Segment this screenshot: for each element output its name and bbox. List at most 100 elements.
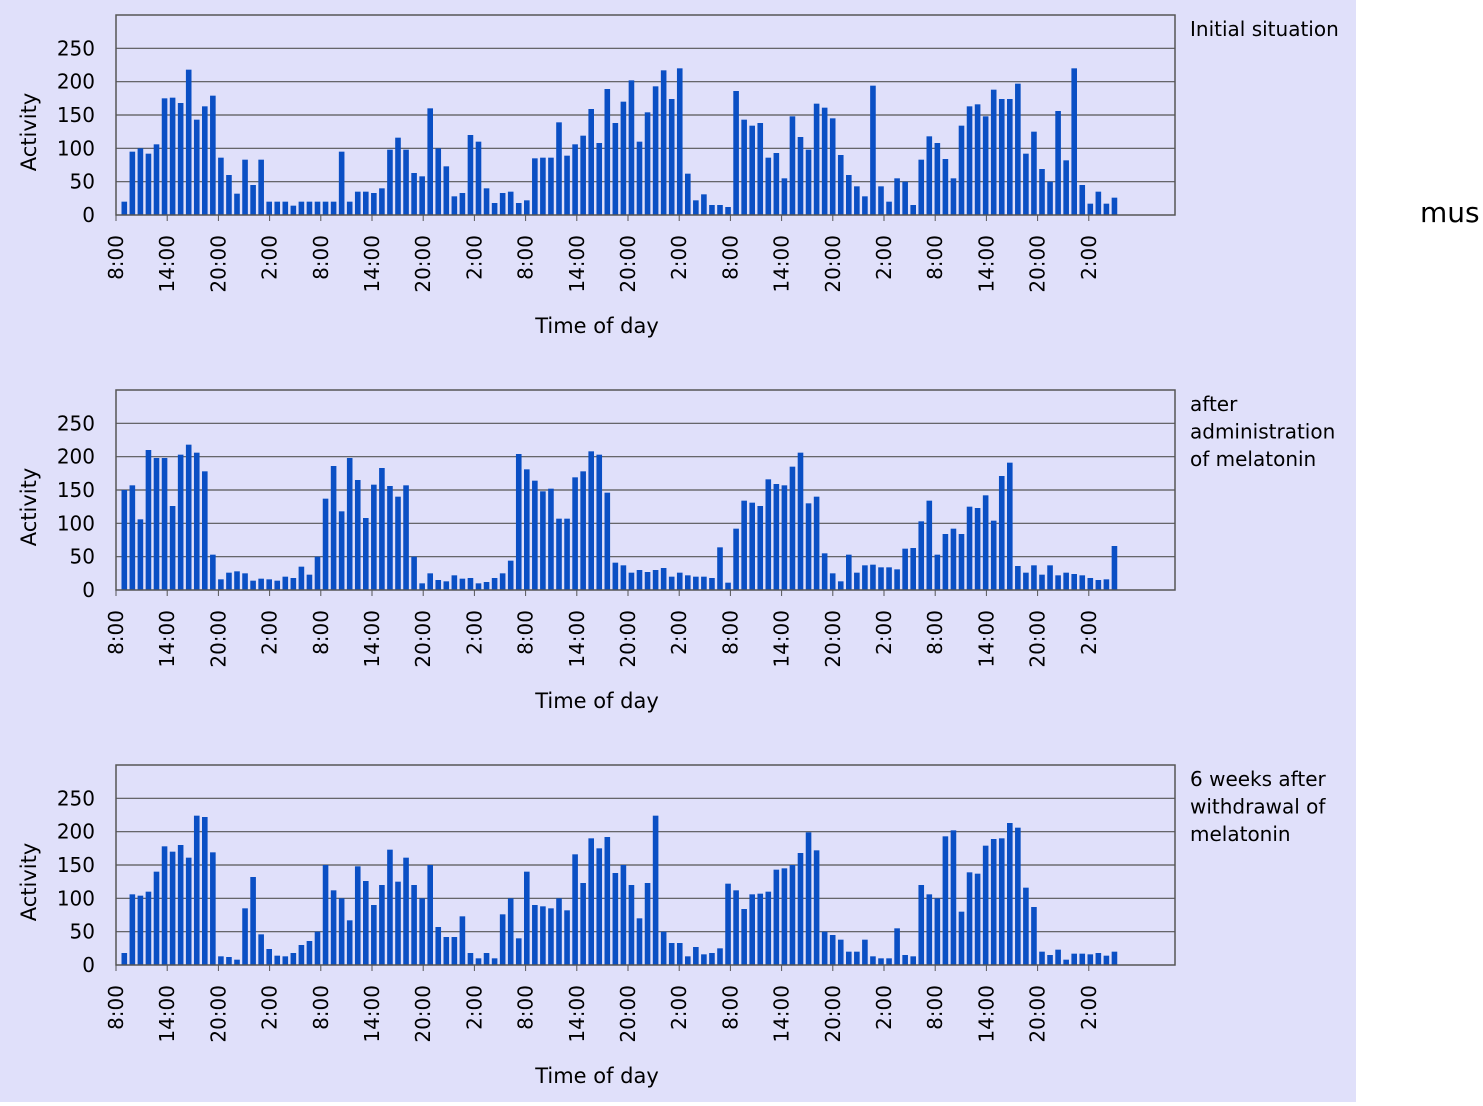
bar [467, 135, 474, 215]
x-tick-label: 2:00 [1077, 610, 1101, 655]
bar [894, 178, 900, 215]
bar [1007, 823, 1013, 965]
bar [145, 891, 152, 965]
bar [403, 149, 409, 215]
bar [652, 815, 659, 965]
bar [837, 939, 844, 965]
bar [709, 205, 715, 215]
bar [483, 582, 490, 590]
chart-title: Initial situation [1190, 17, 1339, 41]
bar [387, 849, 393, 965]
bar [966, 872, 973, 965]
bar [290, 205, 297, 215]
bar [540, 491, 546, 590]
x-tick-label: 20:00 [411, 235, 435, 293]
bar [765, 157, 772, 215]
bar [129, 894, 136, 965]
chart-title-line: Initial situation [1190, 17, 1339, 41]
bar [636, 141, 643, 215]
bar [338, 898, 345, 965]
bar [250, 580, 256, 590]
x-tick-label: 2:00 [872, 235, 896, 280]
bar [837, 581, 844, 590]
plot-frame [115, 389, 1176, 591]
bar [451, 575, 458, 590]
bar [282, 956, 289, 965]
bar [862, 565, 868, 590]
bar [451, 937, 458, 965]
bar [580, 883, 586, 965]
bar [580, 135, 586, 215]
bar [1039, 951, 1045, 965]
bar [765, 891, 772, 965]
bar [950, 830, 957, 965]
bar [572, 144, 578, 215]
x-tick-label: 2:00 [872, 610, 896, 655]
bar [950, 178, 957, 215]
bar [1055, 111, 1061, 215]
bar [733, 528, 739, 590]
y-tick-label: 150 [57, 853, 95, 877]
bar [829, 935, 836, 965]
bar [1103, 955, 1110, 965]
bar [701, 194, 707, 215]
bar [773, 484, 780, 590]
x-tick-label: 8:00 [104, 610, 128, 655]
bar [564, 155, 570, 215]
bar [902, 955, 908, 965]
bar [258, 578, 264, 590]
bar [234, 571, 240, 590]
bar [942, 534, 949, 590]
chart-title-line: of melatonin [1190, 447, 1316, 471]
bar [1055, 575, 1061, 590]
bar [507, 560, 514, 590]
bar [749, 894, 755, 965]
bar [1103, 579, 1110, 590]
y-tick-label: 100 [57, 136, 95, 160]
bar [330, 466, 337, 590]
bar [878, 567, 884, 590]
bar [741, 909, 747, 965]
bar [266, 949, 272, 965]
bar [966, 106, 973, 215]
bar [652, 570, 659, 590]
x-tick-label: 14:00 [565, 235, 589, 293]
bar [548, 908, 554, 965]
y-tick-label: 200 [57, 445, 95, 469]
bar [242, 573, 248, 590]
bar [556, 518, 562, 590]
bar [886, 201, 892, 215]
bar [588, 451, 594, 590]
x-tick-label: 14:00 [770, 985, 794, 1043]
bar [620, 101, 627, 215]
bar [644, 112, 651, 215]
plot-frame [115, 764, 1176, 966]
bar [282, 201, 289, 215]
bar [169, 97, 176, 215]
bar [290, 578, 297, 590]
bar [306, 574, 313, 590]
bar [121, 201, 128, 215]
bar [668, 99, 675, 215]
bar [161, 98, 168, 215]
bar [910, 548, 916, 590]
bar [338, 511, 345, 590]
bar [982, 845, 989, 965]
bar [1023, 572, 1029, 590]
bar [918, 885, 925, 965]
x-tick-label: 14:00 [155, 235, 179, 293]
bar [507, 191, 514, 215]
bar [121, 953, 128, 965]
bar [250, 185, 256, 215]
x-tick-label: 14:00 [974, 985, 998, 1043]
x-tick-label: 20:00 [1026, 235, 1050, 293]
bar [371, 905, 377, 965]
bar [491, 578, 498, 590]
bar [177, 103, 184, 215]
bar [813, 850, 820, 965]
bar [193, 815, 200, 965]
bar [1007, 99, 1013, 215]
bar [483, 953, 490, 965]
bar [1031, 565, 1037, 590]
bar [805, 832, 812, 965]
